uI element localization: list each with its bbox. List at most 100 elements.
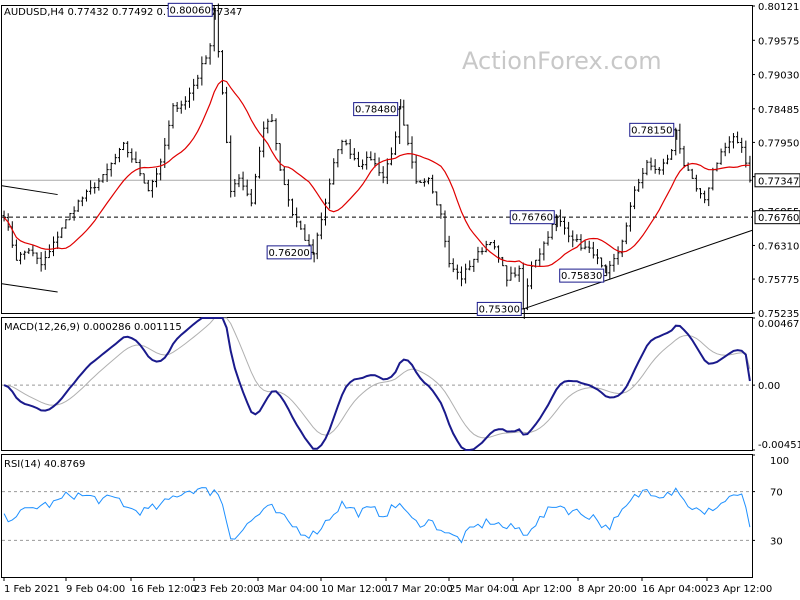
ohlc-bar: [571, 230, 575, 248]
ohlc-bar: [562, 217, 567, 235]
price-annotation: 0.75300: [476, 301, 525, 319]
ohlc-bar: [332, 158, 336, 185]
ohlc-bar: [719, 148, 723, 165]
ohlc-bar: [694, 174, 698, 192]
ohlc-bar: [183, 96, 187, 110]
ohlc-bar: [328, 178, 332, 209]
ohlc-bar: [167, 120, 171, 150]
ohlc-bar: [278, 142, 282, 171]
price-tick-label: 0.76310: [758, 241, 799, 252]
ohlc-bar: [253, 173, 258, 205]
ohlc-bar: [171, 103, 175, 129]
ohlc-bar: [505, 265, 509, 287]
ohlc-bar: [142, 173, 146, 184]
ohlc-bar: [68, 212, 72, 221]
ohlc-bar: [200, 56, 204, 86]
ohlc-bar: [56, 231, 60, 249]
x-tick-label: 23 Apr 12:00: [707, 584, 772, 595]
ohlc-bar: [628, 202, 633, 232]
x-tick-label: 25 Mar 04:00: [449, 584, 516, 595]
x-tick-label: 1 Apr 12:00: [513, 584, 572, 595]
svg-text:0.75830: 0.75830: [561, 271, 602, 282]
ohlc-bar: [208, 43, 212, 65]
ohlc-bar: [546, 231, 550, 246]
ohlc-bar: [575, 234, 579, 243]
ohlc-bar: [690, 168, 694, 179]
watermark: ActionForex.com: [462, 47, 662, 75]
ohlc-bar: [492, 239, 497, 250]
ohlc-bar: [410, 136, 414, 169]
ohlc-bar: [476, 246, 480, 263]
ohlc-bar: [146, 180, 150, 192]
price-annotation: 0.80060: [167, 2, 216, 20]
ohlc-bar: [47, 244, 51, 259]
ohlc-bar: [678, 123, 682, 154]
price-tick-label: 0.75775: [758, 275, 799, 286]
rsi-tick-label: 30: [770, 536, 783, 547]
rsi-tick-label: 70: [770, 488, 783, 499]
ohlc-bar: [88, 180, 93, 195]
ohlc-bar: [154, 168, 159, 188]
price-tick-label: 0.75235: [758, 309, 799, 320]
ohlc-bar: [192, 78, 196, 101]
ohlc-bar: [670, 148, 674, 160]
ohlc-bar: [216, 3, 220, 58]
price-annotation: 0.78150: [629, 122, 678, 140]
ohlc-bar: [220, 50, 225, 95]
rsi-line: [3, 487, 751, 544]
ohlc-bar: [624, 222, 628, 245]
macd-tick-label: -0.004519: [758, 440, 800, 451]
main-panel: [1, 5, 753, 314]
ohlc-bar: [356, 151, 361, 167]
ohlc-bar: [406, 124, 410, 146]
ohlc-bar: [150, 179, 155, 198]
ohlc-bar: [295, 207, 299, 228]
ohlc-bar: [266, 118, 270, 134]
ohlc-bar: [113, 153, 117, 165]
ohlc-bar: [299, 220, 303, 230]
ohlc-bar: [447, 235, 451, 268]
ohlc-bar: [27, 247, 31, 254]
ohlc-bar: [443, 210, 447, 248]
ohlc-bar: [196, 74, 200, 89]
ohlc-bar: [558, 209, 562, 227]
ohlc-bar: [43, 250, 47, 270]
ohlc-bar: [616, 246, 620, 265]
ohlc-bar: [286, 179, 291, 207]
ohlc-bar: [175, 101, 179, 112]
ohlc-bar: [480, 247, 484, 255]
ohlc-bar: [632, 186, 637, 210]
x-tick-label: 3 Mar 04:00: [258, 584, 318, 595]
ohlc-bar: [402, 99, 406, 126]
x-tick-label: 9 Feb 04:00: [66, 584, 125, 595]
svg-text:0.77347: 0.77347: [758, 176, 799, 187]
ohlc-bar: [369, 151, 373, 161]
macd-panel: [1, 317, 753, 451]
ohlc-bar: [468, 260, 472, 271]
ohlc-bar: [72, 206, 76, 221]
price-tick-label: 0.78485: [758, 105, 799, 116]
ohlc-bar: [389, 147, 394, 166]
support-price-tag: 0.76760: [754, 210, 800, 225]
price-tick-label: 0.77950: [758, 138, 799, 149]
ohlc-bar: [463, 263, 468, 284]
ohlc-bar: [31, 245, 35, 257]
svg-text:0.76760: 0.76760: [512, 213, 553, 224]
price-annotation: 0.78480: [353, 99, 402, 117]
ohlc-bar: [567, 221, 571, 243]
chart-header: AUDUSD,H4 0.77432 0.77492 0.77336 0.7734…: [4, 7, 242, 18]
ohlc-bar: [455, 264, 459, 280]
ohlc-bar: [488, 242, 492, 246]
rsi-tick-label: 100: [770, 456, 789, 467]
ohlc-bar: [344, 139, 348, 146]
ohlc-bar: [418, 180, 422, 183]
ohlc-bar: [703, 190, 707, 204]
macd-tick-label: 0.004677: [758, 319, 800, 330]
ohlc-bar: [484, 240, 488, 253]
ohlc-bar: [18, 251, 23, 265]
ohlc-bar: [381, 166, 385, 184]
ohlc-bar: [319, 212, 323, 240]
ohlc-bar: [51, 236, 56, 257]
rsi-header: RSI(14) 40.8769: [4, 459, 85, 470]
ohlc-bar: [80, 196, 84, 207]
